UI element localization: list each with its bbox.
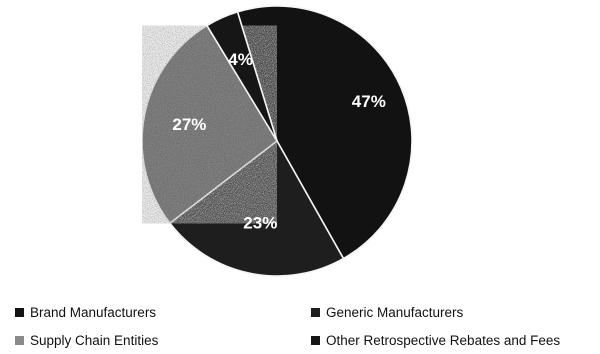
pie-slice-other-retrospective-rebates-and-fees [206, 11, 278, 142]
legend-swatch-supply-chain-entities [15, 335, 24, 345]
pie-label-generic-manufacturers: 23% [243, 214, 277, 233]
pie-slice-supply-chain-entities [141, 24, 278, 224]
chart-legend: Brand Manufacturers Generic Manufacturer… [0, 298, 600, 354]
legend-label-generic-manufacturers: Generic Manufacturers [326, 304, 464, 320]
pie-label-other-retrospective-rebates-and-fees: 4% [228, 50, 253, 69]
legend-swatch-generic-manufacturers [311, 307, 320, 317]
pie-slice-labels: 47% 23% 27% 4% [172, 50, 385, 232]
pie-label-brand-manufacturers: 47% [352, 92, 386, 111]
pie-slices [141, 5, 413, 277]
legend-item-supply-chain-entities: Supply Chain Entities [15, 330, 158, 350]
legend-swatch-other-retrospective-rebates-and-fees [311, 335, 320, 345]
legend-label-brand-manufacturers: Brand Manufacturers [30, 304, 157, 320]
pie-slice-generic-manufacturers [169, 140, 345, 277]
pie-slice-brand-manufacturers [236, 5, 413, 260]
legend-swatch-brand-manufacturers [15, 307, 24, 317]
legend-item-other-retrospective-rebates-and-fees: Other Retrospective Rebates and Fees [311, 330, 560, 350]
legend-item-brand-manufacturers: Brand Manufacturers [15, 302, 156, 322]
legend-label-other-retrospective-rebates-and-fees: Other Retrospective Rebates and Fees [326, 332, 561, 348]
pie-label-supply-chain-entities: 27% [172, 115, 206, 134]
legend-item-generic-manufacturers: Generic Manufacturers [311, 302, 463, 322]
legend-label-supply-chain-entities: Supply Chain Entities [30, 332, 159, 348]
